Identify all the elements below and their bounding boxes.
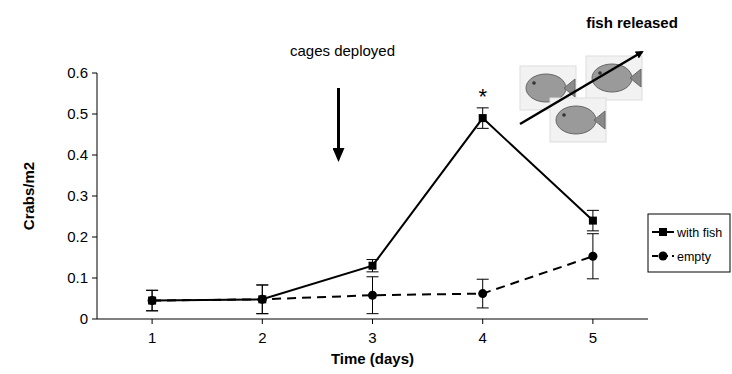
data-point	[588, 252, 597, 261]
legend-label: empty	[677, 250, 712, 264]
series-line	[152, 118, 593, 300]
data-point	[148, 296, 157, 305]
error-bar-cap	[146, 310, 158, 311]
y-tick	[92, 319, 97, 320]
x-tick	[152, 319, 153, 324]
data-point	[369, 262, 377, 270]
error-bar	[477, 108, 489, 129]
data-point	[589, 217, 597, 225]
error-bar	[256, 285, 268, 314]
x-tick	[372, 319, 373, 324]
y-tick-label: 0.6	[67, 64, 88, 81]
y-axis-label: Crabs/m2	[20, 162, 37, 230]
y-tick	[92, 114, 97, 115]
annotation: cages deployed	[290, 42, 395, 59]
data-point	[478, 289, 487, 298]
legend: with fish empty	[648, 214, 730, 272]
fish-bg	[550, 98, 606, 142]
error-bar	[587, 234, 599, 279]
fish-tail	[594, 111, 605, 129]
fish-icon	[550, 98, 606, 142]
error-bar-cap	[146, 290, 158, 291]
plot-area	[146, 108, 599, 314]
chart: 0 0.1 0.2 0.3 0.4 0.5 0.6 1 2 3 4 5 Time (days) Crabs…	[0, 0, 732, 374]
error-bar-cap	[256, 284, 268, 285]
y-tick-label: 0.3	[67, 187, 88, 204]
legend-marker	[659, 252, 668, 261]
legend-box	[648, 214, 730, 272]
y-tick	[92, 278, 97, 279]
y-tick	[92, 155, 97, 156]
error-bar-cap	[587, 278, 599, 279]
x-tick	[482, 319, 483, 324]
x-tick-label: 1	[148, 329, 156, 346]
x-tick-label: 2	[258, 329, 266, 346]
fish-eye	[598, 71, 602, 75]
annotation-arrow	[337, 88, 340, 158]
error-bar-cap	[146, 310, 158, 311]
error-bar	[367, 260, 379, 272]
y-tick	[92, 73, 97, 74]
error-bar	[367, 277, 379, 314]
fish-body	[556, 106, 596, 134]
y-tick	[92, 196, 97, 197]
error-bar-cap	[587, 233, 599, 234]
error-bar-cap	[367, 313, 379, 314]
error-bar-cap	[587, 230, 599, 231]
error-bar-cap	[587, 210, 599, 211]
legend-marker	[659, 228, 667, 236]
error-bar-cap	[477, 128, 489, 129]
data-point	[368, 291, 377, 300]
y-tick-label: 0	[80, 310, 88, 327]
error-bar-cap	[477, 307, 489, 308]
fish-bg	[586, 56, 642, 100]
error-bar	[146, 290, 158, 311]
error-bar-cap	[477, 279, 489, 280]
y-tick-label: 0.2	[67, 228, 88, 245]
error-bar	[587, 210, 599, 231]
fish-eye	[562, 113, 566, 117]
x-tick-label: 3	[368, 329, 376, 346]
fish-tail	[630, 69, 641, 87]
x-tick-label: 4	[479, 329, 487, 346]
error-bar-cap	[256, 284, 268, 285]
error-bar-cap	[256, 313, 268, 314]
error-bar-cap	[367, 276, 379, 277]
error-bar-cap	[146, 290, 158, 291]
data-point	[148, 297, 156, 305]
y-tick-label: 0.1	[67, 269, 88, 286]
error-bar	[477, 279, 489, 308]
x-tick	[592, 319, 593, 324]
y-tick-label: 0.4	[67, 146, 88, 163]
data-point	[479, 114, 487, 122]
significance-star: *	[478, 84, 487, 109]
x-tick-label: 5	[589, 329, 597, 346]
x-axis-label: Time (days)	[331, 350, 414, 367]
annotation-arrow	[520, 52, 642, 124]
y-tick-label: 0.5	[67, 105, 88, 122]
data-point	[258, 295, 266, 303]
error-bar-cap	[367, 271, 379, 272]
error-bar-cap	[256, 313, 268, 314]
y-tick	[92, 237, 97, 238]
error-bar	[256, 285, 268, 314]
error-bar-cap	[367, 259, 379, 260]
x-tick	[262, 319, 263, 324]
legend-label: with fish	[676, 226, 722, 240]
data-point	[258, 295, 267, 304]
annotation: fish released	[586, 14, 678, 31]
error-bar	[146, 290, 158, 311]
fish-eye	[532, 81, 536, 85]
fish-icon	[586, 56, 642, 100]
